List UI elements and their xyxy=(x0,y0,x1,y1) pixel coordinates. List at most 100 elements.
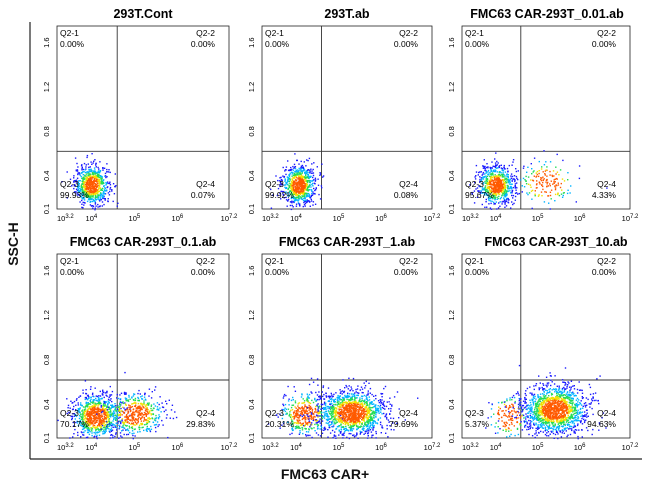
event-point xyxy=(294,188,296,190)
event-point xyxy=(94,406,96,408)
event-point xyxy=(543,178,545,180)
event-point xyxy=(335,414,337,416)
event-point xyxy=(97,177,99,179)
event-point xyxy=(377,419,379,421)
event-point xyxy=(278,180,281,182)
event-point xyxy=(109,409,112,411)
event-point xyxy=(557,192,559,195)
event-point xyxy=(96,420,98,422)
event-point xyxy=(117,405,119,407)
event-point xyxy=(296,174,298,176)
event-point xyxy=(383,400,385,403)
event-point xyxy=(87,403,89,405)
event-point xyxy=(549,161,552,163)
event-point xyxy=(293,196,296,198)
event-point xyxy=(370,418,373,420)
event-point xyxy=(306,413,308,415)
event-point xyxy=(503,176,505,178)
event-point xyxy=(372,428,374,430)
event-point xyxy=(496,175,498,178)
event-point xyxy=(291,178,293,180)
event-point xyxy=(81,422,84,425)
event-point xyxy=(303,176,305,178)
event-point xyxy=(106,171,108,173)
event-point xyxy=(525,175,527,178)
event-point xyxy=(347,388,349,390)
event-point xyxy=(305,423,307,425)
event-point xyxy=(312,417,314,420)
event-point xyxy=(124,402,126,404)
event-point xyxy=(113,424,116,426)
event-point xyxy=(541,166,543,168)
event-point xyxy=(137,420,139,423)
event-point xyxy=(494,181,496,183)
event-point xyxy=(85,184,87,186)
event-point xyxy=(119,414,121,417)
event-point xyxy=(156,408,158,411)
event-point xyxy=(489,181,491,184)
event-point xyxy=(368,426,370,428)
event-point xyxy=(357,409,360,411)
event-point xyxy=(295,184,297,186)
event-point xyxy=(302,410,304,412)
event-point xyxy=(299,432,301,434)
event-point xyxy=(296,181,298,184)
event-point xyxy=(289,177,291,179)
event-point xyxy=(319,172,321,174)
plot-frame xyxy=(461,25,631,210)
event-point xyxy=(92,207,94,209)
event-point xyxy=(504,177,506,179)
event-point xyxy=(339,398,341,400)
event-point xyxy=(495,152,497,154)
event-point xyxy=(530,186,532,188)
event-point xyxy=(528,192,531,194)
event-point xyxy=(308,195,311,197)
event-point xyxy=(297,170,299,173)
event-point xyxy=(78,194,80,197)
event-point xyxy=(117,413,119,415)
event-point xyxy=(133,411,135,413)
event-point xyxy=(287,180,289,182)
event-point xyxy=(331,429,334,432)
event-point xyxy=(87,415,90,417)
event-point xyxy=(293,173,295,175)
event-point xyxy=(506,175,509,178)
event-point xyxy=(102,404,104,407)
event-point xyxy=(331,396,333,398)
event-point xyxy=(73,425,75,427)
event-point xyxy=(84,408,86,411)
event-point xyxy=(491,191,493,193)
event-point xyxy=(86,429,89,431)
event-point xyxy=(323,408,325,411)
event-point xyxy=(109,186,112,189)
event-point xyxy=(505,200,508,203)
event-point xyxy=(90,423,92,425)
event-point xyxy=(74,418,76,420)
event-point xyxy=(293,183,295,185)
event-point xyxy=(114,435,116,438)
event-point xyxy=(156,406,159,408)
x-tick-label: 106 xyxy=(574,214,586,223)
event-point xyxy=(77,402,79,404)
event-point xyxy=(79,174,81,176)
event-point xyxy=(309,169,311,171)
event-point xyxy=(349,412,352,415)
event-point xyxy=(514,192,517,194)
event-point xyxy=(131,414,133,416)
event-point xyxy=(352,420,355,422)
event-point xyxy=(94,405,97,407)
event-point xyxy=(352,417,354,419)
event-point xyxy=(119,411,121,413)
event-point xyxy=(73,413,76,415)
event-point xyxy=(91,185,93,188)
event-point xyxy=(497,162,499,164)
event-point xyxy=(291,428,293,430)
event-point xyxy=(95,397,97,400)
event-point xyxy=(560,193,563,195)
quadrant-percent: 0.00% xyxy=(191,267,216,277)
event-point xyxy=(87,428,89,430)
event-point xyxy=(309,196,311,199)
event-point xyxy=(287,178,289,180)
event-point xyxy=(290,166,292,169)
event-point xyxy=(89,423,91,425)
